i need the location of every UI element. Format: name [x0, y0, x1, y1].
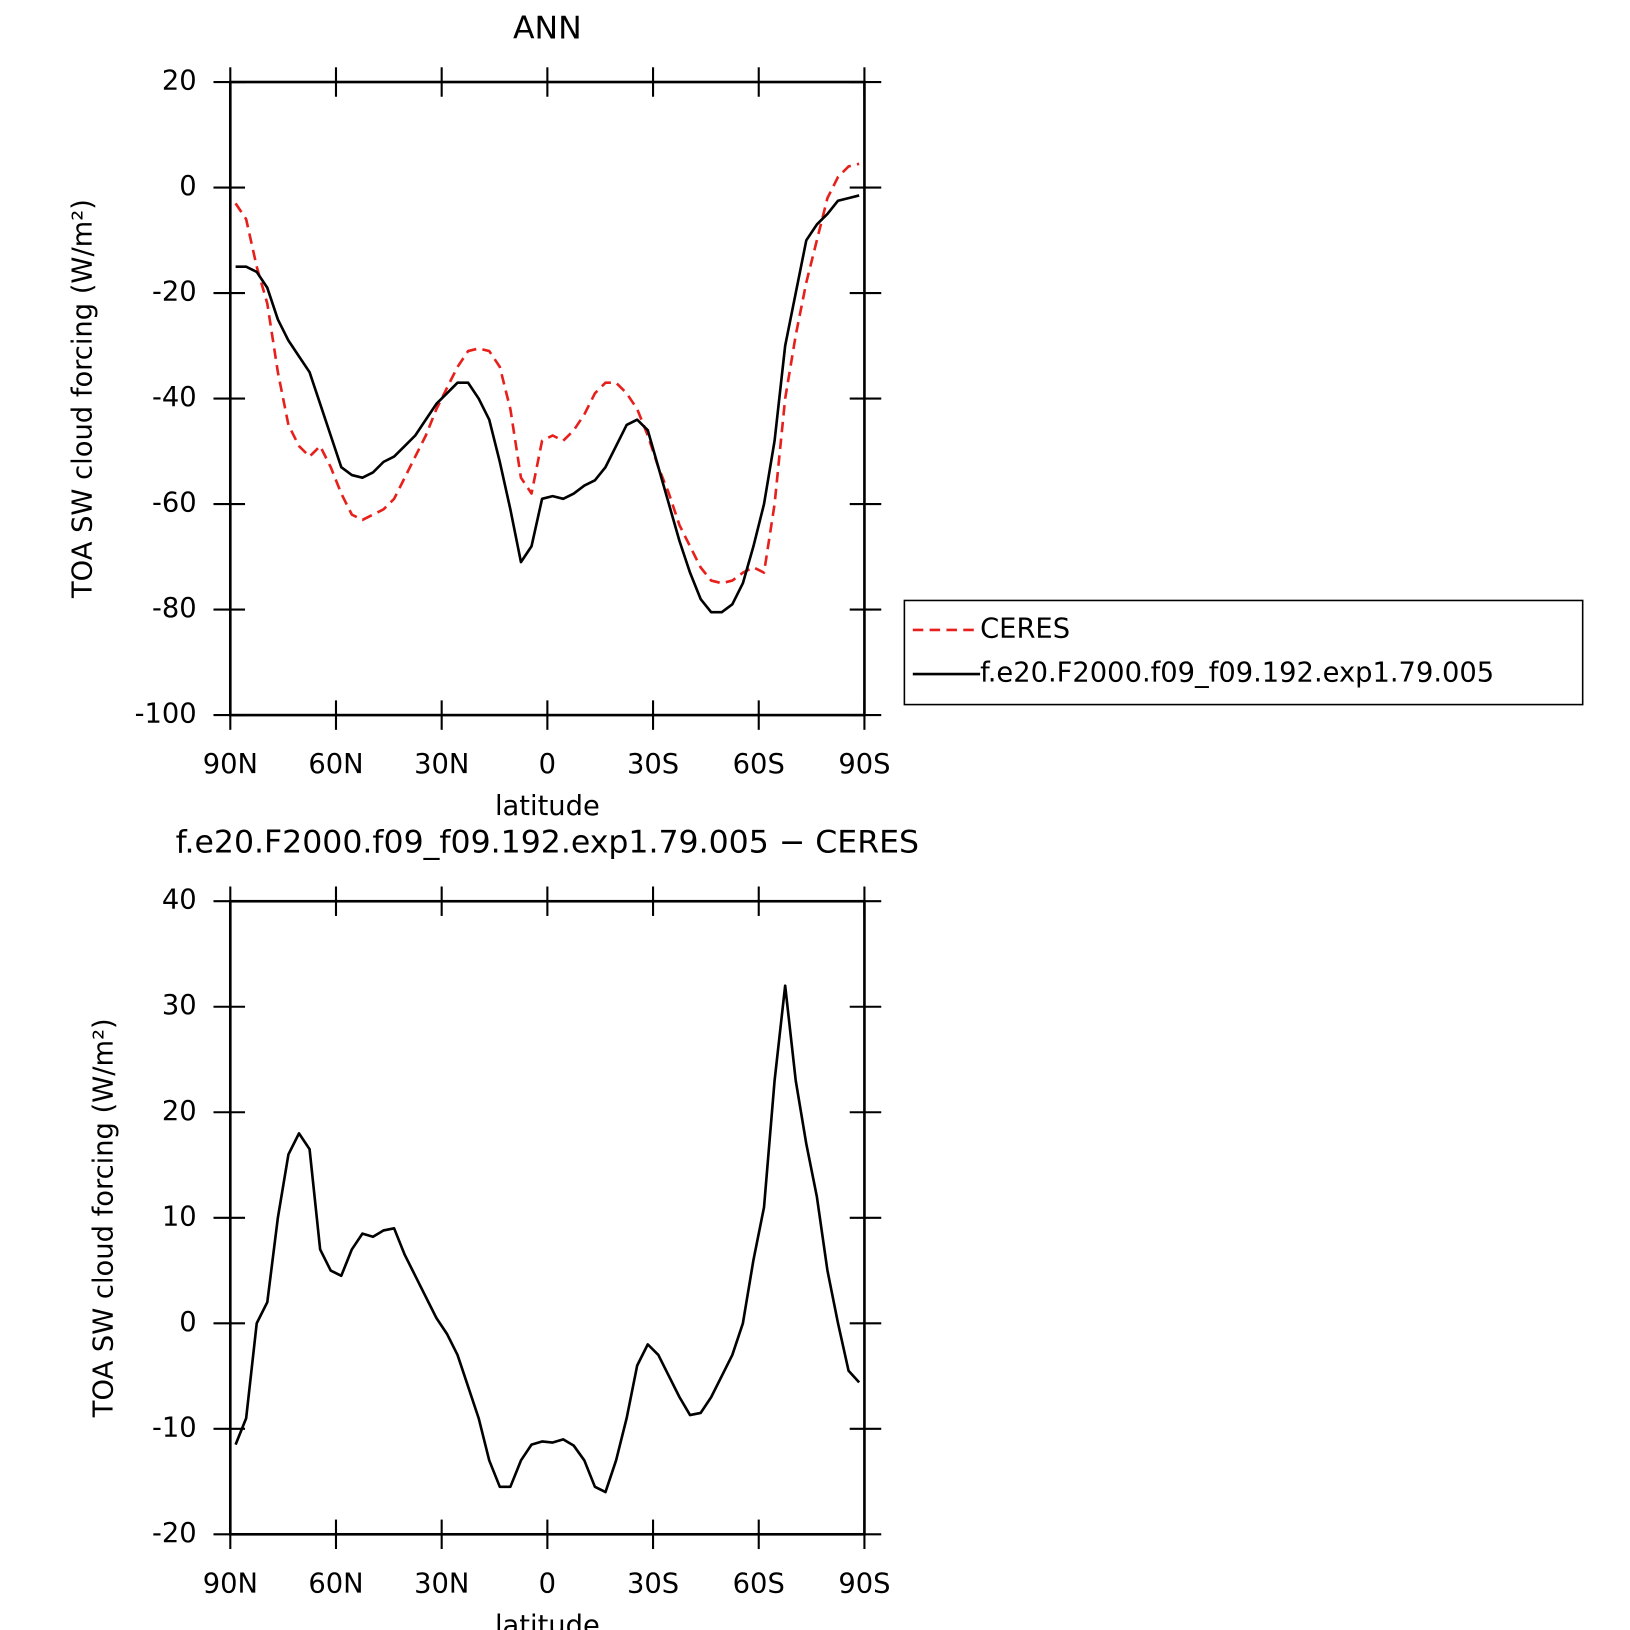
y-tick-label: -60: [152, 488, 197, 519]
y-tick-label: 20: [162, 66, 197, 97]
y-tick-label: -80: [152, 593, 197, 624]
x-tick-label: 30S: [627, 749, 679, 780]
chart-title: ANN: [513, 10, 582, 46]
y-tick-label: -20: [152, 1518, 197, 1549]
x-tick-label: 60S: [733, 1568, 785, 1599]
y-tick-label: 0: [179, 1307, 196, 1338]
y-tick-label: 20: [162, 1096, 197, 1127]
plot-frame: [228, 80, 866, 717]
y-tick-label: 30: [162, 990, 197, 1021]
y-axis-label: TOA SW cloud forcing (W/m²): [89, 1018, 120, 1418]
y-tick-label: 0: [179, 171, 196, 202]
y-tick-label: -20: [152, 277, 197, 308]
y-tick-label: -10: [152, 1412, 197, 1443]
y-axis-label: TOA SW cloud forcing (W/m²): [68, 199, 99, 599]
y-tick-label: 10: [162, 1201, 197, 1232]
x-tick-label: 90S: [838, 749, 890, 780]
legend-box: [903, 599, 1584, 706]
y-tick-label: -40: [152, 382, 197, 413]
x-tick-label: 90S: [838, 1568, 890, 1599]
x-tick-label: 60N: [308, 1568, 363, 1599]
data-line: [234, 162, 860, 585]
x-tick-label: 60S: [733, 749, 785, 780]
x-tick-label: 90N: [203, 749, 258, 780]
data-line: [234, 984, 861, 1494]
y-tick-label: 40: [162, 885, 197, 916]
x-tick-label: 0: [539, 1568, 556, 1599]
x-tick-label: 30S: [627, 1568, 679, 1599]
data-line: [235, 194, 860, 614]
x-tick-label: 0: [539, 749, 556, 780]
x-tick-label: 30N: [414, 1568, 469, 1599]
legend-label: f.e20.F2000.f09_f09.192.exp1.79.005: [980, 658, 1494, 689]
x-axis-label: latitude: [495, 791, 600, 822]
y-tick-label: -100: [135, 699, 197, 730]
x-axis-label: latitude: [495, 1610, 600, 1630]
x-tick-label: 90N: [203, 1568, 258, 1599]
plot-frame: [228, 899, 866, 1536]
x-tick-label: 60N: [308, 749, 363, 780]
chart-title: f.e20.F2000.f09_f09.192.exp1.79.005 − CE…: [176, 824, 919, 860]
legend-label: CERES: [980, 613, 1070, 644]
x-tick-label: 30N: [414, 749, 469, 780]
